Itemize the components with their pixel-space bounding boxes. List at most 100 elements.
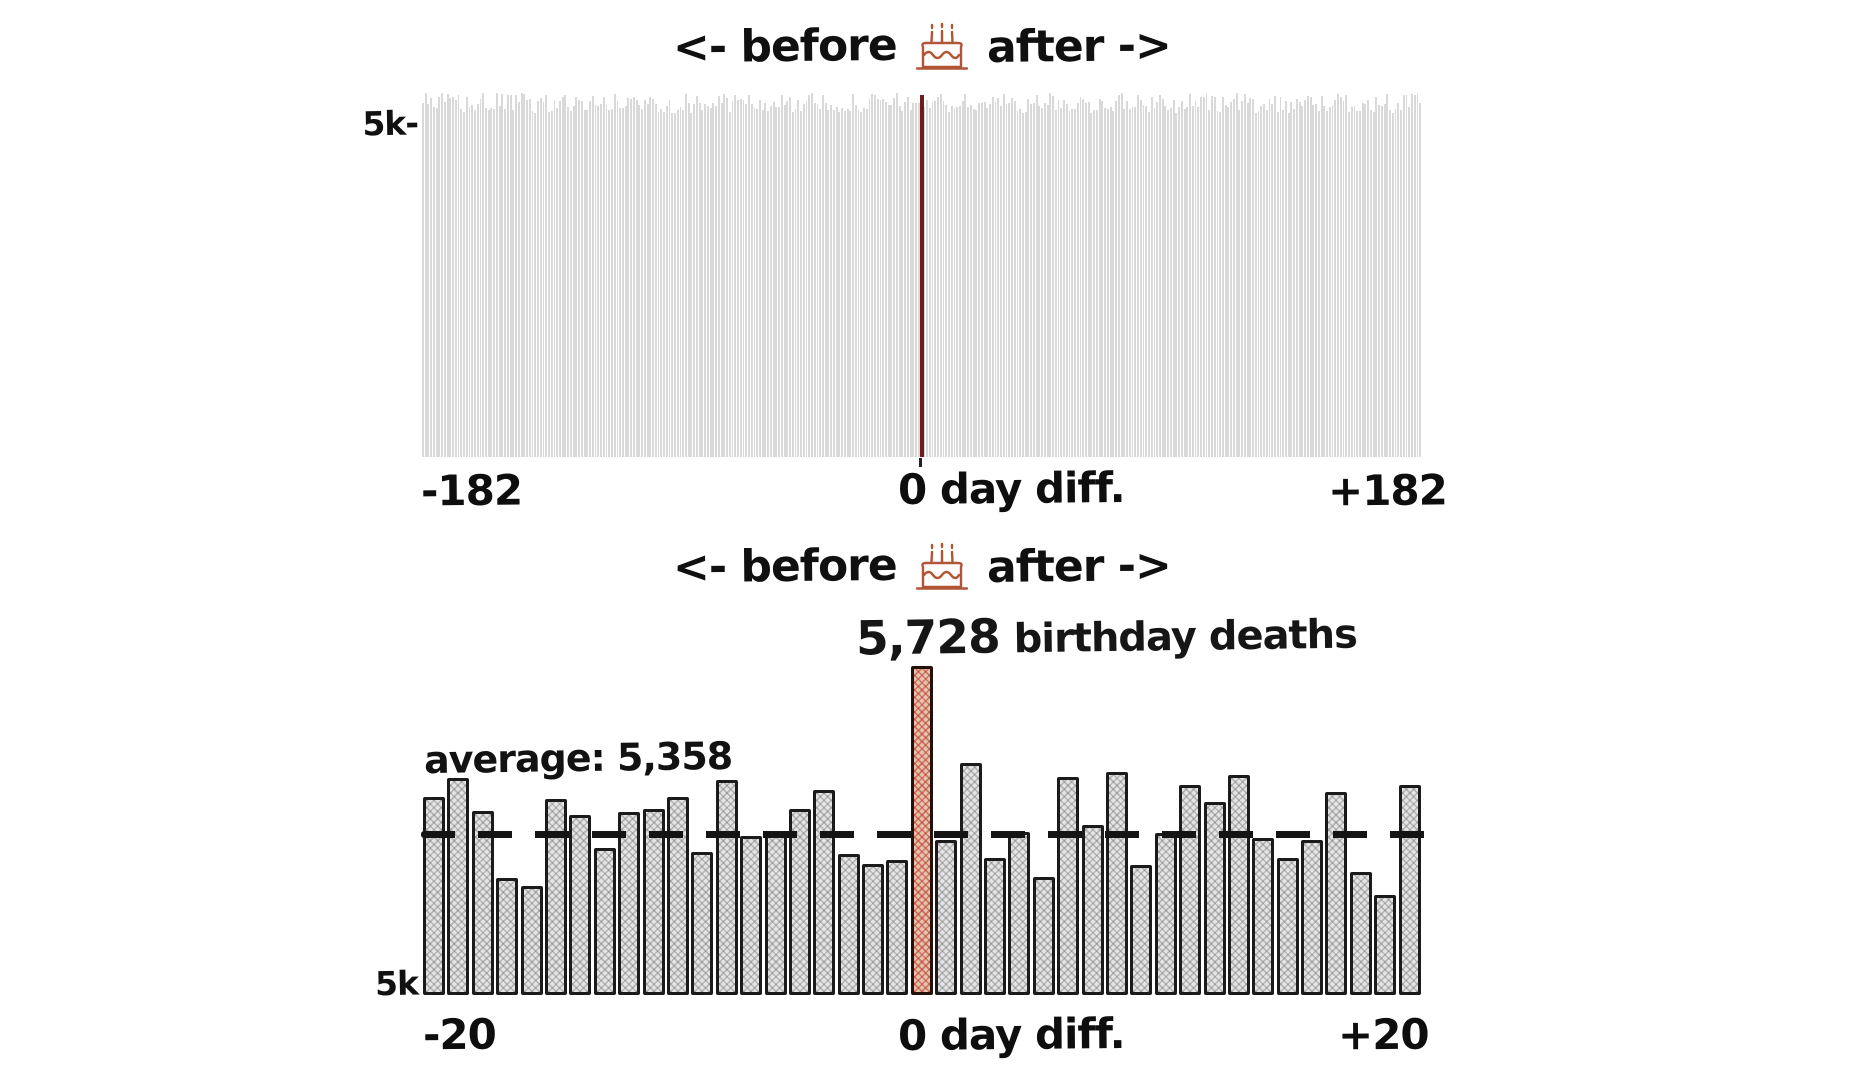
- birthday-cake-icon: [915, 542, 969, 590]
- bottom-y-axis-tick-5k: 5k: [374, 963, 419, 1004]
- daily-deaths-bar: [1043, 102, 1046, 457]
- histogram-bar: [1349, 872, 1372, 995]
- daily-deaths-bar: [1060, 108, 1063, 457]
- daily-deaths-bar: [1120, 93, 1123, 457]
- daily-deaths-bar: [1172, 99, 1175, 457]
- daily-deaths-bar: [1301, 106, 1304, 457]
- bottom-x-tick-plus20: +20: [1337, 1009, 1429, 1060]
- histogram-bar: [666, 797, 689, 995]
- daily-deaths-bar: [695, 95, 698, 457]
- daily-deaths-bar: [852, 93, 854, 457]
- histogram-bar: [1081, 825, 1104, 995]
- daily-deaths-bar: [753, 108, 756, 457]
- daily-deaths-bar: [1098, 98, 1101, 457]
- daily-deaths-bar: [1295, 99, 1298, 457]
- daily-deaths-bar: [1331, 104, 1334, 457]
- daily-deaths-bar: [1356, 110, 1359, 457]
- daily-deaths-bar: [1241, 101, 1244, 457]
- daily-deaths-bar: [671, 112, 674, 457]
- daily-deaths-bar: [487, 110, 490, 457]
- daily-deaths-bar: [1087, 101, 1090, 457]
- daily-deaths-bar: [756, 108, 759, 457]
- daily-deaths-bar: [465, 97, 468, 457]
- daily-deaths-bar: [1189, 93, 1191, 457]
- daily-deaths-bar: [761, 109, 764, 457]
- daily-deaths-bar: [712, 103, 715, 457]
- daily-deaths-bar: [1380, 106, 1383, 457]
- daily-deaths-bar: [1180, 101, 1183, 457]
- daily-deaths-bar: [835, 106, 838, 457]
- daily-deaths-bar: [843, 111, 846, 457]
- daily-deaths-bar: [646, 103, 649, 457]
- histogram-bar: [471, 811, 494, 995]
- daily-deaths-bar: [663, 111, 665, 457]
- daily-deaths-bar: [1194, 101, 1197, 457]
- daily-deaths-bar: [665, 105, 668, 457]
- daily-deaths-bar: [1032, 103, 1035, 457]
- daily-deaths-bar: [558, 101, 561, 457]
- daily-deaths-bar: [1386, 94, 1389, 457]
- daily-deaths-bar: [1137, 95, 1139, 457]
- daily-deaths-bar: [882, 99, 885, 457]
- daily-deaths-bar: [1408, 107, 1411, 457]
- daily-deaths-bar: [1164, 105, 1167, 457]
- top-zero-tick: [919, 458, 922, 467]
- daily-deaths-bar: [471, 105, 474, 457]
- top-title-before-text: <- before: [672, 19, 898, 73]
- daily-deaths-bar: [1046, 104, 1049, 457]
- histogram-bar: [1301, 840, 1323, 995]
- average-dashed-line: [421, 831, 1432, 838]
- daily-deaths-bar: [1134, 106, 1137, 457]
- daily-deaths-bar: [1238, 109, 1241, 457]
- daily-deaths-bar: [1372, 111, 1375, 457]
- daily-deaths-bar: [1345, 94, 1348, 457]
- daily-deaths-bar: [443, 102, 446, 457]
- daily-deaths-bar: [1186, 106, 1189, 457]
- daily-deaths-bar: [956, 106, 959, 457]
- daily-deaths-bar: [1219, 112, 1222, 457]
- daily-deaths-bar: [1260, 106, 1263, 457]
- daily-deaths-bar: [1101, 100, 1104, 457]
- daily-deaths-bar: [1161, 98, 1164, 457]
- histogram-bar: [447, 778, 470, 995]
- daily-deaths-bar: [1249, 97, 1252, 457]
- daily-deaths-bar: [1016, 111, 1019, 457]
- daily-deaths-bar: [512, 110, 515, 457]
- daily-deaths-bar: [808, 94, 811, 457]
- daily-deaths-bar: [1413, 94, 1416, 457]
- daily-deaths-bar: [967, 106, 970, 457]
- birthday-deaths-count: 5,728: [855, 609, 1001, 667]
- daily-deaths-bar: [602, 96, 605, 457]
- daily-deaths-bar: [942, 100, 945, 457]
- daily-deaths-bar: [1013, 100, 1016, 457]
- daily-deaths-bar: [863, 108, 865, 457]
- histogram-bar: [813, 790, 836, 995]
- daily-deaths-bar: [1268, 98, 1271, 457]
- daily-deaths-bar: [1183, 109, 1186, 457]
- daily-deaths-bar: [627, 97, 630, 457]
- daily-deaths-bar: [780, 94, 783, 457]
- daily-deaths-bar: [1052, 96, 1054, 457]
- daily-deaths-bar: [1142, 105, 1145, 457]
- daily-deaths-bar: [816, 103, 819, 457]
- daily-deaths-bar: [435, 107, 438, 457]
- daily-deaths-bar: [846, 109, 849, 457]
- daily-deaths-bar: [800, 111, 802, 457]
- daily-deaths-bar: [978, 103, 981, 457]
- daily-deaths-bar: [1274, 96, 1276, 457]
- daily-deaths-bar: [638, 104, 641, 457]
- daily-deaths-bar: [1205, 94, 1208, 457]
- daily-deaths-bar: [495, 93, 498, 457]
- daily-deaths-bar: [537, 100, 539, 457]
- daily-deaths-bar: [622, 108, 624, 457]
- daily-deaths-bar: [731, 101, 734, 457]
- daily-deaths-bar: [1093, 109, 1096, 457]
- histogram-bar: [862, 864, 884, 995]
- daily-deaths-bar: [1128, 109, 1131, 457]
- daily-deaths-bar: [1224, 105, 1227, 457]
- daily-deaths-bar: [1200, 97, 1202, 457]
- daily-deaths-bar: [854, 104, 857, 457]
- daily-deaths-bar: [1090, 112, 1093, 457]
- daily-deaths-bar: [1419, 102, 1422, 457]
- daily-deaths-bar: [893, 98, 896, 457]
